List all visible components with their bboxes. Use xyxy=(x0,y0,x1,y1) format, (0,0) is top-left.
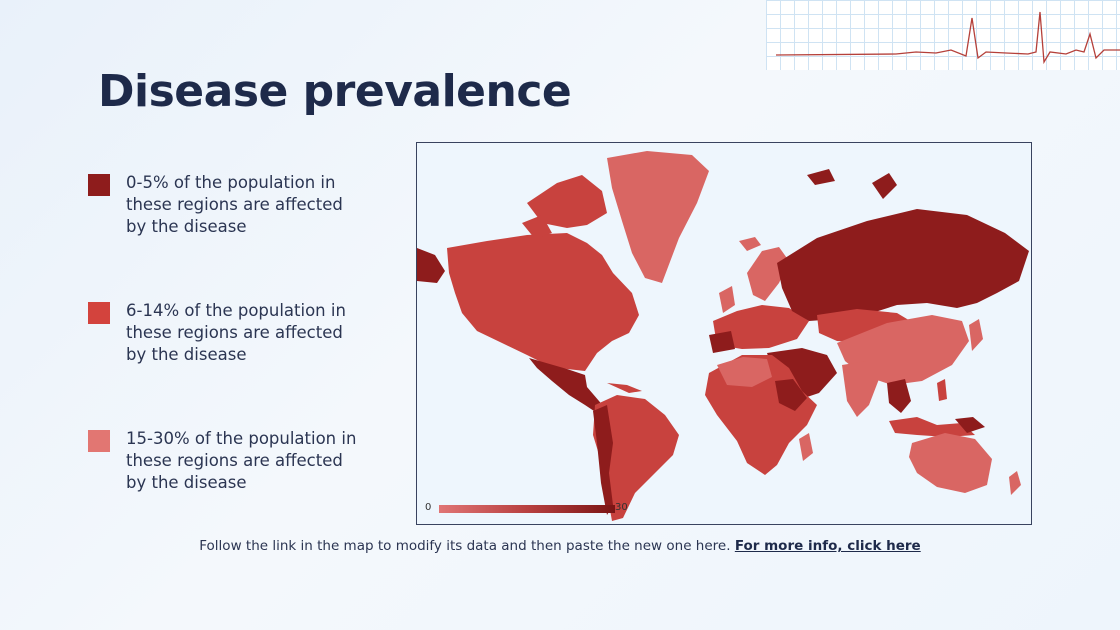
world-map-graphic xyxy=(417,151,1029,521)
map-region-southeast-asia xyxy=(887,379,911,413)
legend-text-medium: 6-14% of the population in these regions… xyxy=(126,301,346,364)
legend-swatch-dark xyxy=(88,174,110,196)
map-region-north-africa xyxy=(717,357,772,387)
map-region-indonesia xyxy=(889,417,975,437)
map-region-novaya-zemlya xyxy=(872,173,897,199)
map-region-iceland xyxy=(739,237,761,251)
map-region-scandinavia xyxy=(747,247,789,301)
map-region-russia xyxy=(777,209,1029,321)
scale-gradient-bar xyxy=(439,505,615,513)
map-region-north-america xyxy=(447,233,639,371)
map-region-new-zealand xyxy=(1009,471,1021,495)
map-region-russian-arctic xyxy=(807,169,835,185)
footer-note: Follow the link in the map to modify its… xyxy=(0,538,1120,554)
map-region-south-america xyxy=(593,395,679,521)
map-color-scale: 0 30 xyxy=(425,500,645,518)
map-region-uk xyxy=(719,286,735,313)
map-region-andes xyxy=(593,405,613,515)
map-region-philippines xyxy=(937,379,947,401)
scale-max-label: 30 xyxy=(615,502,628,513)
scale-min-label: 0 xyxy=(425,502,432,513)
more-info-link[interactable]: For more info, click here xyxy=(734,538,921,554)
legend-text-high: 15-30% of the population in these region… xyxy=(126,429,357,492)
footer-text: Follow the link in the map to modify its… xyxy=(199,538,731,554)
legend-text-low: 0-5% of the population in these regions … xyxy=(126,173,343,236)
map-region-greenland xyxy=(607,151,709,283)
legend-swatch-medium xyxy=(88,302,110,324)
map-region-japan xyxy=(969,319,983,351)
map-region-new-guinea xyxy=(955,417,985,433)
legend-swatch-light xyxy=(88,430,110,452)
page-title: Disease prevalence xyxy=(98,66,572,117)
world-map[interactable]: 0 30 xyxy=(416,142,1032,525)
map-region-australia xyxy=(909,433,992,493)
map-region-europe xyxy=(713,305,809,349)
map-region-arctic-islands xyxy=(527,175,607,228)
ecg-heartbeat-icon xyxy=(775,11,1120,65)
ecg-heartbeat-decoration xyxy=(766,0,1120,70)
map-region-alaska-west xyxy=(417,248,445,283)
map-region-madagascar xyxy=(799,433,813,461)
map-region-caribbean xyxy=(607,383,642,393)
map-region-arctic-islands-2 xyxy=(522,215,552,239)
map-region-mexico xyxy=(529,358,609,415)
map-region-iberia xyxy=(709,331,735,353)
map-region-horn-of-africa xyxy=(775,379,807,411)
map-region-india xyxy=(842,361,879,417)
